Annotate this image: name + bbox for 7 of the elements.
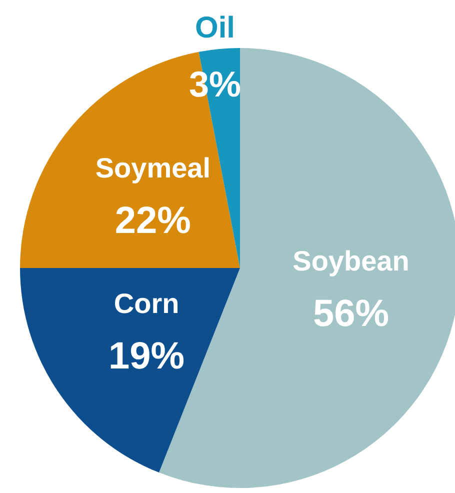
slice-label: Soybean <box>292 246 410 277</box>
slice-label: Soymeal <box>95 152 211 184</box>
data-label: 19% <box>108 336 185 378</box>
slice-label: Oil <box>194 12 236 44</box>
data-label: 56% <box>312 293 390 336</box>
data-label: 22% <box>114 200 191 242</box>
slice-label: Corn <box>114 288 180 320</box>
